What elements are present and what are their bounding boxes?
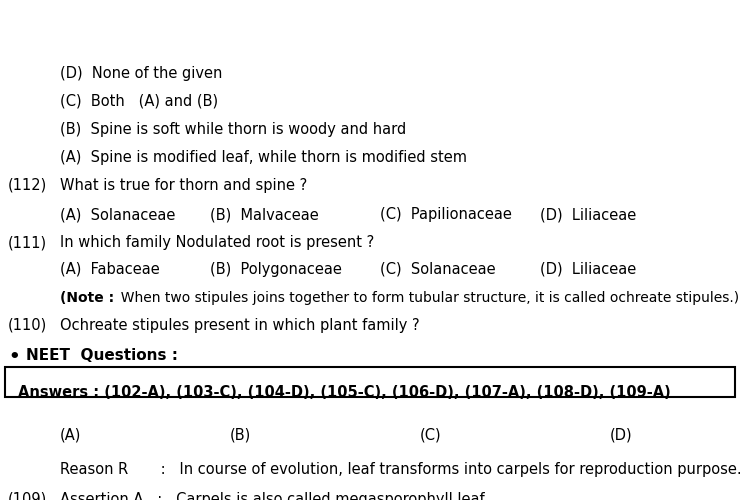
- Text: (B)  Polygonaceae: (B) Polygonaceae: [210, 262, 342, 277]
- Text: (B)  Malvaceae: (B) Malvaceae: [210, 207, 319, 222]
- Text: (A)  Fabaceae: (A) Fabaceae: [60, 262, 160, 277]
- Bar: [5, 367, 735, 397]
- Text: (110): (110): [8, 318, 47, 333]
- Text: (D)  None of the given: (D) None of the given: [60, 66, 222, 81]
- Text: •: •: [8, 348, 19, 366]
- Text: NEET  Questions :: NEET Questions :: [26, 348, 178, 363]
- Text: (Note :: (Note :: [60, 291, 114, 305]
- Text: Reason R       :   In course of evolution, leaf transforms into carpels for repr: Reason R : In course of evolution, leaf …: [60, 462, 741, 477]
- Text: (D): (D): [610, 428, 633, 443]
- Text: (B)  Spine is soft while thorn is woody and hard: (B) Spine is soft while thorn is woody a…: [60, 122, 406, 137]
- Text: (111): (111): [8, 235, 47, 250]
- Text: (C): (C): [420, 428, 442, 443]
- Text: Assertion A   :   Carpels is also called megasporophyll leaf.: Assertion A : Carpels is also called meg…: [60, 492, 488, 500]
- Text: (C)  Solanaceae: (C) Solanaceae: [380, 262, 496, 277]
- Text: Answers : (102-A), (103-C), (104-D), (105-C), (106-D), (107-A), (108-D), (109-A): Answers : (102-A), (103-C), (104-D), (10…: [18, 385, 671, 400]
- Text: (A)  Solanaceae: (A) Solanaceae: [60, 207, 176, 222]
- Text: (B): (B): [230, 428, 251, 443]
- Text: (A): (A): [60, 428, 82, 443]
- Text: (112): (112): [8, 178, 47, 193]
- Text: (D)  Liliaceae: (D) Liliaceae: [540, 262, 637, 277]
- Text: When two stipules joins together to form tubular structure, it is called ochreat: When two stipules joins together to form…: [112, 291, 739, 305]
- Text: (C)  Both   (A) and (B): (C) Both (A) and (B): [60, 94, 218, 109]
- Text: (D)  Liliaceae: (D) Liliaceae: [540, 207, 637, 222]
- Text: What is true for thorn and spine ?: What is true for thorn and spine ?: [60, 178, 308, 193]
- Text: (C)  Papilionaceae: (C) Papilionaceae: [380, 207, 512, 222]
- Text: In which family Nodulated root is present ?: In which family Nodulated root is presen…: [60, 235, 374, 250]
- Text: (109): (109): [8, 492, 47, 500]
- Text: Ochreate stipules present in which plant family ?: Ochreate stipules present in which plant…: [60, 318, 419, 333]
- Text: (A)  Spine is modified leaf, while thorn is modified stem: (A) Spine is modified leaf, while thorn …: [60, 150, 467, 165]
